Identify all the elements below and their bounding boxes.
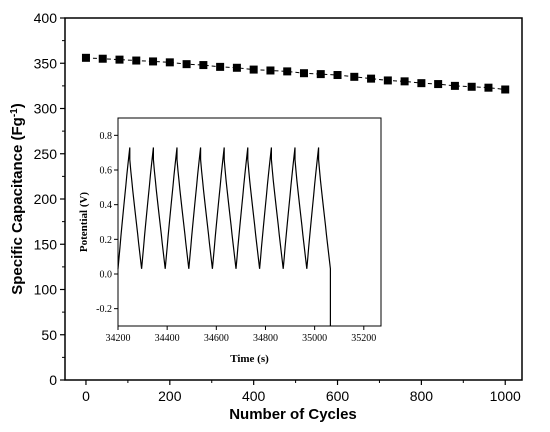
inset-y-tick-label: 0.4 xyxy=(100,200,113,211)
y-tick-label: 0 xyxy=(49,372,57,388)
y-tick-label: 400 xyxy=(34,10,58,26)
data-point xyxy=(299,69,308,78)
data-point xyxy=(383,76,392,85)
x-tick-label: 800 xyxy=(410,388,434,404)
y-tick-label: 50 xyxy=(41,327,57,343)
inset-y-tick-label: 0.0 xyxy=(100,270,113,281)
inset-x-axis-label: Time (s) xyxy=(230,353,269,365)
inset-x-tick-label: 34200 xyxy=(106,333,131,344)
y-tick-label: 300 xyxy=(34,101,58,117)
series-line xyxy=(85,57,506,90)
inset-axis-ticks: -0.2 0.0 0.2 0.4 0.6 0.8 34200 34400 34600 34800 3… xyxy=(96,131,376,344)
data-point xyxy=(232,63,241,72)
x-tick-label: 200 xyxy=(158,388,182,404)
inset-y-tick-label: 0.2 xyxy=(100,235,113,246)
data-point xyxy=(182,60,191,69)
data-point xyxy=(467,82,476,91)
inset-x-tick-label: 35000 xyxy=(302,333,327,344)
data-point xyxy=(249,65,258,74)
data-point xyxy=(333,71,342,80)
data-point xyxy=(98,54,107,63)
main-y-axis-label: Specific Capacitance (Fg-1) xyxy=(9,103,26,294)
inset-y-tick-label: 0.8 xyxy=(100,131,113,142)
data-point xyxy=(316,70,325,79)
inset-series xyxy=(117,147,331,326)
data-point xyxy=(450,81,459,90)
data-point xyxy=(149,57,158,66)
x-tick-label: 0 xyxy=(82,388,90,404)
data-point xyxy=(434,80,443,89)
inset-x-tick-label: 34800 xyxy=(253,333,278,344)
x-tick-label: 600 xyxy=(326,388,350,404)
data-point xyxy=(350,72,359,81)
main-axis-ticks: 0 50 100 150 200 250 300 350 400 0 200 400 600 800 100… xyxy=(34,10,521,404)
data-point xyxy=(367,74,376,83)
data-point xyxy=(400,77,409,86)
data-point xyxy=(165,58,174,67)
inset-x-tick-label: 34600 xyxy=(204,333,229,344)
data-point xyxy=(115,55,124,64)
data-point xyxy=(132,56,141,65)
data-point xyxy=(216,62,225,71)
y-tick-label: 200 xyxy=(34,191,58,207)
x-tick-label: 400 xyxy=(242,388,266,404)
y-tick-label: 250 xyxy=(34,146,58,162)
y-tick-label: 100 xyxy=(34,282,58,298)
data-point xyxy=(283,67,292,76)
y-tick-label: 350 xyxy=(34,55,58,71)
inset-plot-frame xyxy=(117,117,382,327)
data-point xyxy=(501,85,510,94)
data-point xyxy=(484,83,493,92)
inset-y-axis-label: Potential (V) xyxy=(78,192,90,253)
inset-y-tick-label: -0.2 xyxy=(96,304,112,315)
x-tick-label: 1000 xyxy=(490,388,521,404)
inset-potential-curve xyxy=(117,147,331,326)
main-x-axis-label: Number of Cycles xyxy=(229,406,357,423)
main-series xyxy=(81,53,510,94)
inset-x-tick-label: 34400 xyxy=(155,333,180,344)
inset-y-tick-label: 0.6 xyxy=(100,166,113,177)
data-point xyxy=(266,66,275,75)
data-point xyxy=(199,61,208,70)
data-point xyxy=(417,79,426,88)
y-tick-label: 150 xyxy=(34,236,58,252)
data-point xyxy=(81,53,90,62)
inset-x-tick-label: 35200 xyxy=(351,333,376,344)
